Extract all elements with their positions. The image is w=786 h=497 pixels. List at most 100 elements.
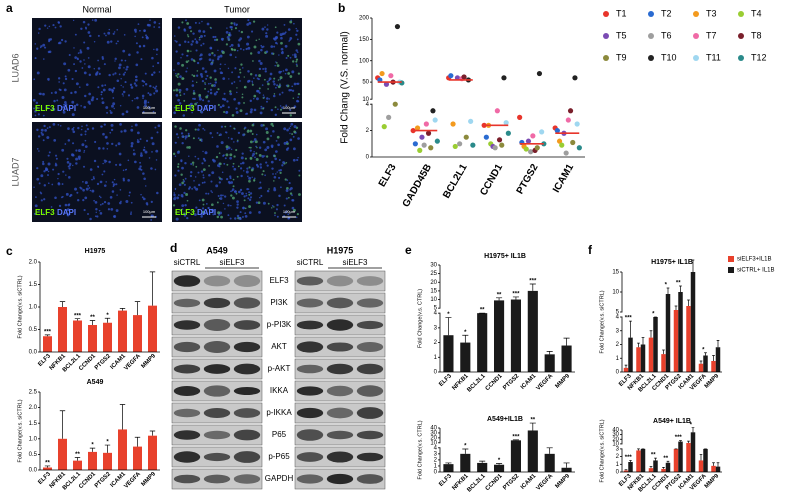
nucleus (288, 182, 291, 185)
nucleus (270, 122, 274, 126)
nucleus (230, 194, 233, 197)
nucleus (296, 29, 299, 33)
nucleus (57, 77, 61, 80)
nucleus (91, 178, 93, 181)
nucleus (155, 149, 159, 153)
nucleus (52, 24, 55, 27)
x-tick-label: BCL2L1 (466, 373, 487, 394)
nucleus (148, 157, 151, 159)
nucleus (94, 201, 98, 204)
nucleus (289, 132, 291, 135)
nucleus (114, 60, 116, 62)
nucleus (42, 160, 45, 163)
nucleus (181, 142, 184, 145)
nucleus (230, 137, 233, 140)
blot-band (203, 452, 231, 462)
nucleus (285, 104, 288, 107)
nucleus (245, 47, 248, 51)
bar (510, 440, 521, 472)
nucleus (192, 97, 195, 100)
significance: ** (530, 418, 535, 424)
nucleus (145, 185, 147, 187)
nucleus (64, 203, 68, 207)
significance: * (106, 313, 109, 319)
nucleus (213, 92, 217, 96)
nucleus (84, 133, 87, 136)
nucleus (274, 214, 276, 217)
nucleus (281, 50, 284, 53)
nucleus (202, 30, 206, 33)
y-tick-label: 3 (434, 451, 438, 457)
row-label: LUAD7 (10, 157, 20, 186)
nucleus (249, 129, 253, 133)
significance: ** (90, 315, 95, 321)
nucleus (134, 98, 136, 100)
error-bar (119, 308, 126, 311)
nucleus (247, 197, 250, 200)
nucleus (255, 158, 259, 161)
nucleus (126, 65, 129, 69)
error-bar (687, 440, 690, 443)
nucleus (47, 154, 50, 157)
legend-swatch (693, 11, 699, 17)
nucleus (181, 53, 184, 56)
nucleus (278, 159, 281, 162)
nucleus (229, 45, 232, 48)
nucleus (57, 182, 61, 186)
nucleus (185, 60, 189, 64)
nucleus (230, 26, 233, 29)
nucleus (278, 169, 281, 172)
nucleus (83, 150, 86, 152)
nucleus (74, 187, 78, 191)
nucleus (292, 135, 295, 138)
nucleus (99, 196, 102, 199)
nucleus (225, 153, 229, 157)
nucleus (232, 165, 235, 168)
chart-title: A549+IL1B (487, 416, 523, 423)
x-tick-label: VEGFA (536, 373, 555, 392)
nucleus (273, 180, 275, 182)
nucleus (200, 212, 204, 216)
error-bar (149, 271, 156, 306)
error-bar (637, 448, 640, 451)
nucleus (293, 147, 296, 151)
nucleus (88, 102, 91, 105)
error-bar (104, 444, 111, 453)
nucleus (194, 21, 197, 24)
nucleus (204, 83, 207, 86)
nucleus (207, 90, 210, 93)
nucleus (191, 106, 194, 109)
y-axis-label: Fold Chang (V.S. normal) (340, 31, 351, 143)
nucleus (142, 172, 145, 175)
nucleus (202, 176, 205, 179)
nucleus (230, 43, 234, 47)
dot (496, 137, 503, 143)
y-tick-label: 2.0 (29, 405, 38, 411)
y-tick-label: 1.5 (29, 421, 38, 427)
nucleus (178, 102, 182, 105)
nucleus (81, 67, 84, 69)
nucleus (100, 93, 103, 96)
nucleus (287, 72, 291, 75)
nucleus (182, 179, 185, 181)
nucleus (197, 137, 200, 140)
nucleus (233, 81, 236, 83)
error-bar (104, 317, 111, 323)
nucleus (105, 106, 109, 109)
nucleus (42, 139, 45, 142)
stain-label: ELF3 (175, 208, 195, 217)
y-tick-label: 5 (434, 306, 438, 312)
y-tick-label: 4 (434, 445, 438, 451)
legend-swatch (648, 11, 654, 17)
bar (494, 464, 505, 472)
nucleus (265, 130, 269, 134)
nucleus (213, 84, 216, 87)
nucleus (273, 38, 277, 41)
nucleus (71, 153, 75, 157)
error-bar (624, 364, 628, 368)
nucleus (198, 36, 201, 39)
nucleus (178, 183, 182, 187)
error-bar (624, 469, 628, 471)
nucleus (73, 63, 75, 66)
nucleus (217, 49, 219, 52)
